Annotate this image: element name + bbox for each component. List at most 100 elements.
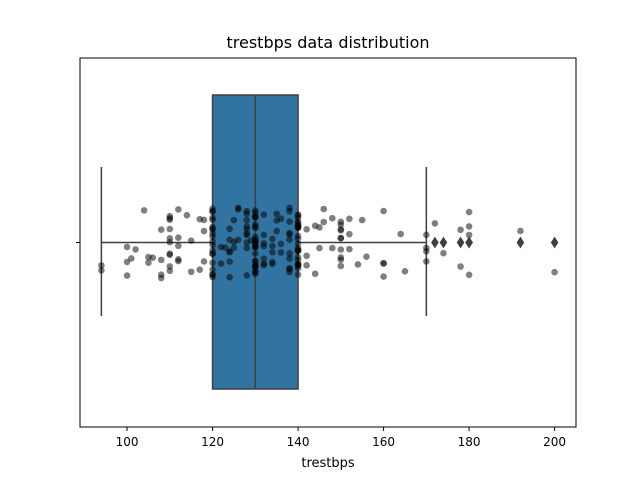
strip-point bbox=[303, 252, 310, 260]
x-axis-label: trestbps bbox=[301, 456, 355, 471]
strip-point bbox=[252, 221, 259, 228]
outlier-marker bbox=[456, 236, 465, 249]
strip-point bbox=[311, 270, 319, 278]
outlier-marker bbox=[431, 236, 439, 249]
strip-point bbox=[328, 244, 336, 252]
strip-point bbox=[175, 234, 182, 241]
strip-point bbox=[277, 249, 285, 256]
strip-point bbox=[358, 216, 366, 224]
strip-point bbox=[294, 271, 302, 279]
strip-point bbox=[226, 248, 233, 256]
strip-point bbox=[166, 225, 174, 233]
strip-point bbox=[252, 262, 259, 270]
strip-point bbox=[328, 214, 336, 222]
strip-point bbox=[260, 255, 268, 262]
strip-point bbox=[252, 209, 259, 216]
strip-point bbox=[337, 246, 345, 253]
strip-point bbox=[269, 258, 276, 266]
strip-point bbox=[320, 205, 328, 213]
strip-point bbox=[243, 231, 251, 239]
strip-point bbox=[423, 231, 430, 239]
strip-point bbox=[354, 261, 362, 268]
chart-title: trestbps data distribution bbox=[227, 33, 430, 52]
strip-point bbox=[303, 261, 310, 269]
strip-point bbox=[98, 266, 105, 274]
x-tick-label: 180 bbox=[458, 435, 481, 449]
strip-point bbox=[457, 263, 464, 270]
strip-point bbox=[252, 243, 259, 251]
strip-point bbox=[294, 253, 302, 261]
strip-point bbox=[294, 223, 302, 231]
strip-point bbox=[209, 247, 216, 254]
strip-point bbox=[273, 210, 280, 218]
strip-point bbox=[316, 224, 323, 231]
strip-point bbox=[337, 254, 345, 261]
strip-point bbox=[175, 256, 182, 263]
strip-point bbox=[260, 240, 268, 247]
strip-point bbox=[346, 245, 353, 253]
strip-point bbox=[431, 220, 439, 227]
strip-point bbox=[277, 215, 285, 222]
strip-point bbox=[187, 237, 195, 245]
outlier-marker bbox=[516, 236, 525, 249]
strip-point bbox=[294, 218, 302, 226]
strip-point bbox=[200, 216, 208, 224]
strip-point bbox=[260, 231, 268, 239]
strip-point bbox=[269, 242, 276, 250]
strip-point bbox=[337, 226, 345, 233]
strip-point bbox=[380, 259, 387, 267]
strip-point bbox=[230, 216, 238, 224]
strip-point bbox=[209, 241, 216, 249]
strip-point bbox=[166, 251, 174, 259]
strip-point bbox=[397, 230, 404, 238]
strip-point bbox=[145, 259, 152, 267]
strip-point bbox=[260, 211, 268, 218]
strip-point bbox=[157, 274, 165, 282]
strip-point bbox=[243, 216, 251, 224]
x-tick-label: 200 bbox=[543, 435, 566, 449]
x-tick-label: 160 bbox=[372, 435, 395, 449]
strip-point bbox=[230, 244, 238, 252]
strip-point bbox=[98, 262, 105, 269]
strip-point bbox=[423, 258, 430, 265]
x-tick-label: 140 bbox=[287, 435, 310, 449]
strip-point bbox=[243, 225, 251, 233]
strip-point bbox=[149, 254, 156, 261]
strip-point bbox=[465, 231, 473, 239]
strip-point bbox=[234, 206, 242, 213]
strip-point bbox=[175, 242, 182, 250]
strip-point bbox=[166, 214, 174, 222]
strip-point bbox=[222, 244, 229, 251]
strip-point bbox=[286, 204, 293, 212]
strip-point bbox=[123, 272, 131, 279]
strip-point bbox=[123, 243, 131, 251]
strip-point bbox=[140, 207, 148, 214]
strip-point bbox=[346, 230, 353, 238]
outlier-marker bbox=[465, 236, 473, 249]
strip-point bbox=[303, 226, 310, 233]
x-tick-label: 120 bbox=[201, 435, 224, 449]
strip-point bbox=[363, 253, 370, 261]
strip-point bbox=[226, 225, 233, 233]
strip-point bbox=[243, 272, 251, 279]
strip-point bbox=[252, 270, 259, 278]
strip-point bbox=[252, 250, 259, 257]
strip-point bbox=[269, 248, 276, 256]
x-tick-label: 100 bbox=[116, 435, 139, 449]
strip-point bbox=[337, 262, 345, 270]
strip-point bbox=[217, 260, 225, 267]
strip-point bbox=[294, 247, 302, 254]
strip-point bbox=[294, 240, 302, 247]
strip-point bbox=[252, 214, 259, 221]
strip-point bbox=[380, 207, 387, 215]
strip-point bbox=[320, 218, 328, 226]
strip-point bbox=[260, 260, 268, 267]
strip-point bbox=[209, 266, 216, 273]
strip-point bbox=[196, 266, 204, 273]
strip-point bbox=[209, 226, 216, 233]
strip-point bbox=[157, 256, 165, 264]
strip-point bbox=[423, 244, 430, 252]
strip-point bbox=[187, 268, 195, 276]
strip-point bbox=[157, 226, 165, 233]
